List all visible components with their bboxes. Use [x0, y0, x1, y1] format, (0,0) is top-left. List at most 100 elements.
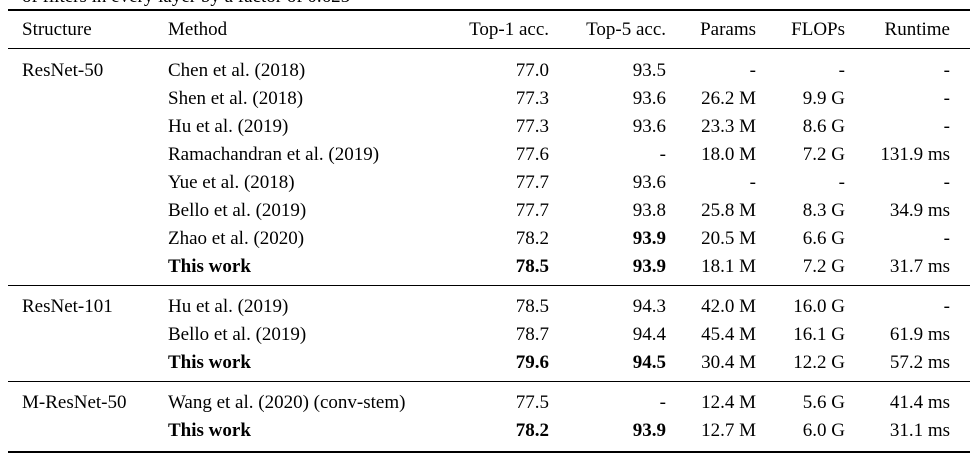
cell-top1: 79.6 — [515, 352, 549, 373]
header-rule — [8, 48, 970, 49]
cell-top5: 94.4 — [632, 324, 666, 345]
cell-runtime: 41.4 ms — [889, 392, 950, 413]
cell-top5: 93.9 — [632, 256, 666, 277]
cell-method: Chen et al. (2018) — [168, 60, 306, 81]
cell-flops: - — [838, 172, 845, 193]
cell-top5: - — [659, 144, 666, 165]
cell-params: 12.7 M — [701, 420, 756, 441]
cell-top1: 78.2 — [515, 420, 549, 441]
cell-runtime: - — [943, 116, 950, 137]
cell-runtime: 131.9 ms — [880, 144, 950, 165]
cell-method: This work — [168, 352, 251, 373]
cell-top1: 77.6 — [515, 144, 549, 165]
bottom-rule — [8, 451, 970, 453]
header-params: Params — [700, 19, 756, 40]
cell-params: 45.4 M — [701, 324, 756, 345]
top-rule — [8, 9, 970, 11]
cell-runtime: - — [943, 60, 950, 81]
cell-top5: 93.8 — [632, 200, 666, 221]
cell-top1: 78.5 — [515, 296, 549, 317]
cell-method: Bello et al. (2019) — [168, 324, 307, 345]
cell-top5: 93.9 — [632, 228, 666, 249]
cell-structure: M-ResNet-50 — [22, 392, 127, 413]
cell-top1: 77.0 — [515, 60, 549, 81]
cell-top5: 93.6 — [632, 116, 666, 137]
cell-flops: 6.0 G — [802, 420, 845, 441]
cell-top1: 78.2 — [515, 228, 549, 249]
cell-runtime: - — [943, 228, 950, 249]
cell-params: 18.1 M — [701, 256, 756, 277]
header-top5: Top-5 acc. — [586, 19, 666, 40]
cell-runtime: 31.1 ms — [889, 420, 950, 441]
cell-method: Wang et al. (2020) (conv-stem) — [168, 392, 406, 413]
table-row: Yue et al. (2018) 77.7 93.6 - - - — [0, 169, 980, 197]
cell-top5: - — [659, 392, 666, 413]
caption-fragment: of filters in every layer by a factor of… — [22, 0, 350, 8]
cell-params: - — [749, 172, 756, 193]
cell-flops: 12.2 G — [793, 352, 845, 373]
cell-runtime: - — [943, 296, 950, 317]
cell-method: Shen et al. (2018) — [168, 88, 304, 109]
cell-flops: 16.0 G — [793, 296, 845, 317]
group-rule — [8, 285, 970, 286]
cell-top1: 78.5 — [515, 256, 549, 277]
cell-method: Hu et al. (2019) — [168, 296, 289, 317]
cell-flops: 6.6 G — [802, 228, 845, 249]
table-row: M-ResNet-50 Wang et al. (2020) (conv-stem… — [0, 389, 980, 417]
table-row: ResNet-101 Hu et al. (2019) 78.5 94.3 42.0 M… — [0, 293, 980, 321]
cell-top5: 93.6 — [632, 88, 666, 109]
cell-top5: 94.5 — [632, 352, 666, 373]
cell-flops: 8.3 G — [802, 200, 845, 221]
cell-flops: 5.6 G — [802, 392, 845, 413]
cell-top5: 94.3 — [632, 296, 666, 317]
table-row: Zhao et al. (2020) 78.2 93.9 20.5 M 6.6 G - — [0, 225, 980, 253]
cell-top1: 77.7 — [515, 200, 549, 221]
cell-top1: 77.3 — [515, 88, 549, 109]
cell-params: 42.0 M — [701, 296, 756, 317]
cell-params: 26.2 M — [701, 88, 756, 109]
cell-method: Zhao et al. (2020) — [168, 228, 305, 249]
cell-flops: 7.2 G — [802, 144, 845, 165]
table-row: ResNet-50 Chen et al. (2018) 77.0 93.5 - - - — [0, 57, 980, 85]
cell-runtime: - — [943, 172, 950, 193]
header-runtime: Runtime — [884, 19, 950, 40]
header-top1: Top-1 acc. — [469, 19, 549, 40]
cell-method: This work — [168, 420, 251, 441]
cell-params: 20.5 M — [701, 228, 756, 249]
header-flops: FLOPs — [791, 19, 845, 40]
cell-params: - — [749, 60, 756, 81]
table-row: Bello et al. (2019) 77.7 93.8 25.8 M 8.3 G 34… — [0, 197, 980, 225]
table-row: Bello et al. (2019) 78.7 94.4 45.4 M 16.1 G 6… — [0, 321, 980, 349]
cell-runtime: - — [943, 88, 950, 109]
cell-params: 23.3 M — [701, 116, 756, 137]
table-row: This work 78.2 93.9 12.7 M 6.0 G 31.1 ms — [0, 417, 980, 445]
cell-method: Ramachandran et al. (2019) — [168, 144, 380, 165]
table-row: Ramachandran et al. (2019) 77.6 - 18.0 M 7.2… — [0, 141, 980, 169]
cell-top1: 77.7 — [515, 172, 549, 193]
cell-runtime: 31.7 ms — [889, 256, 950, 277]
table-row: Hu et al. (2019) 77.3 93.6 23.3 M 8.6 G - — [0, 113, 980, 141]
cell-structure: ResNet-101 — [22, 296, 113, 317]
cell-runtime: 57.2 ms — [889, 352, 950, 373]
header-row: Structure Method Top-1 acc. Top-5 acc. P… — [0, 16, 980, 44]
cell-top5: 93.5 — [632, 60, 666, 81]
cell-top1: 77.3 — [515, 116, 549, 137]
cell-params: 25.8 M — [701, 200, 756, 221]
cell-params: 30.4 M — [701, 352, 756, 373]
cell-runtime: 61.9 ms — [889, 324, 950, 345]
cell-flops: 16.1 G — [793, 324, 845, 345]
cell-runtime: 34.9 ms — [889, 200, 950, 221]
cell-method: Yue et al. (2018) — [168, 172, 295, 193]
cell-flops: 9.9 G — [802, 88, 845, 109]
header-method: Method — [168, 19, 228, 40]
cell-flops: 7.2 G — [802, 256, 845, 277]
table-row: This work 78.5 93.9 18.1 M 7.2 G 31.7 ms — [0, 253, 980, 281]
cell-method: Hu et al. (2019) — [168, 116, 289, 137]
cell-top5: 93.6 — [632, 172, 666, 193]
cell-flops: 8.6 G — [802, 116, 845, 137]
cell-top5: 93.9 — [632, 420, 666, 441]
header-structure: Structure — [22, 19, 92, 40]
cell-flops: - — [838, 60, 845, 81]
group-rule — [8, 381, 970, 382]
cell-top1: 78.7 — [515, 324, 549, 345]
